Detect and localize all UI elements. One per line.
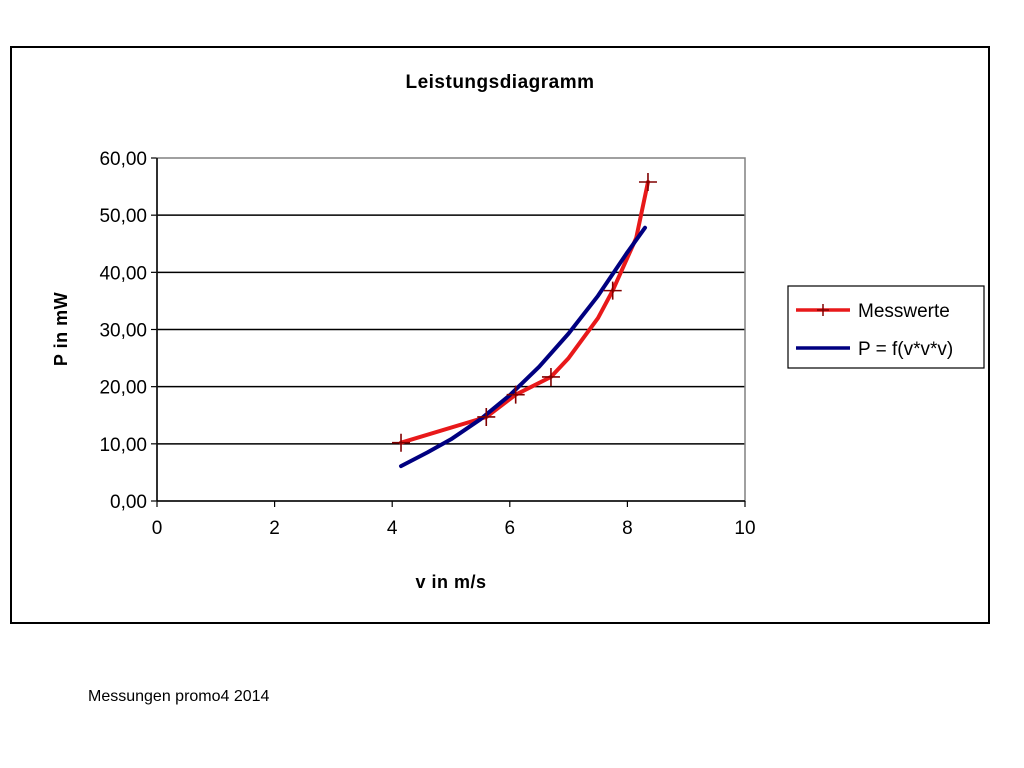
legend-label-model: P = f(v*v*v) — [858, 339, 953, 360]
footer-note: Messungen promo4 2014 — [88, 688, 270, 705]
x-tick-label: 2 — [269, 518, 280, 539]
series-line-1 — [399, 225, 647, 469]
chart-frame: Leistungsdiagramm 0,00 10,00 20,00 30,00 40,… — [10, 46, 990, 624]
grid-lines — [151, 157, 745, 502]
y-tick-label: 0,00 — [110, 492, 147, 513]
x-tick-label: 10 — [734, 518, 755, 539]
x-tick-label: 4 — [387, 518, 398, 539]
y-tick-label: 20,00 — [99, 378, 147, 399]
series-lines — [399, 180, 650, 469]
data-point-marker — [541, 367, 560, 386]
x-tick-labels: 0 2 4 6 8 10 — [152, 518, 756, 539]
data-point-marker — [603, 281, 622, 300]
y-axis-label: P in mW — [51, 292, 71, 366]
y-tick-label: 40,00 — [99, 263, 147, 284]
y-tick-label: 60,00 — [99, 149, 147, 170]
data-point-marker — [392, 433, 411, 452]
data-point-marker — [477, 407, 496, 426]
axes — [156, 158, 746, 507]
legend: Messwerte P = f(v*v*v) — [787, 285, 985, 369]
legend-marker-plus — [817, 304, 829, 316]
data-point-marker — [638, 173, 657, 192]
y-tick-label: 50,00 — [99, 206, 147, 227]
x-tick-label: 0 — [152, 518, 163, 539]
y-tick-label: 10,00 — [99, 435, 147, 456]
series-markers — [392, 173, 657, 452]
x-axis-label: v in m/s — [415, 572, 486, 592]
series-line-0 — [399, 180, 650, 445]
legend-box — [787, 285, 985, 369]
data-point-marker — [506, 385, 525, 404]
y-tick-labels: 0,00 10,00 20,00 30,00 40,00 50,00 60,00 — [99, 149, 147, 513]
legend-label-messwerte: Messwerte — [858, 301, 950, 322]
chart-canvas: Leistungsdiagramm 0,0010,0020,0030,0040,… — [51, 72, 985, 592]
x-tick-label: 8 — [622, 518, 633, 539]
x-tick-label: 6 — [505, 518, 516, 539]
chart-title: Leistungsdiagramm — [405, 72, 594, 93]
y-tick-label: 30,00 — [99, 321, 147, 342]
